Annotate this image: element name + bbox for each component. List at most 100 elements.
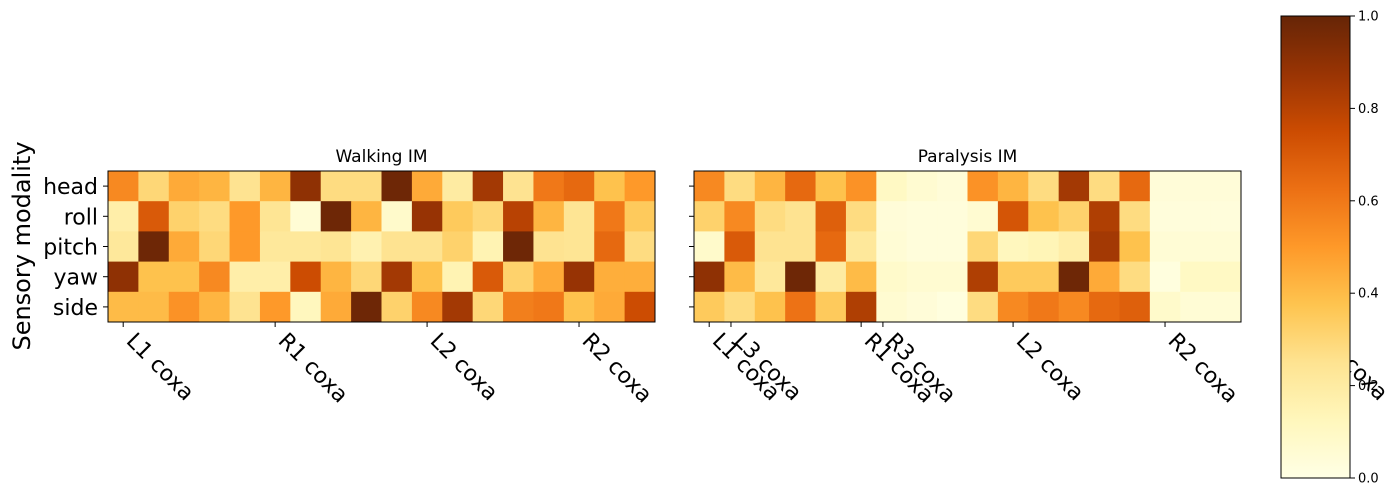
heatmap-cell xyxy=(876,171,908,202)
heatmap-cell xyxy=(290,261,322,293)
heatmap-cell xyxy=(290,231,322,262)
heatmap-cell xyxy=(199,261,230,293)
heatmap-cell xyxy=(168,291,200,323)
heatmap-cell xyxy=(785,171,816,202)
heatmap-cell xyxy=(320,231,352,262)
heatmap-cell xyxy=(967,201,999,232)
heatmap-cell xyxy=(1119,201,1151,232)
heatmap-cell xyxy=(1180,231,1212,262)
heatmap-cell xyxy=(533,201,565,232)
heatmap-cell xyxy=(168,261,200,293)
heatmap-cell xyxy=(785,291,816,323)
heatmap-cell xyxy=(199,171,230,202)
heatmap-cell xyxy=(1089,201,1120,232)
heatmap-cell xyxy=(1058,291,1090,323)
heatmap-cell xyxy=(624,231,656,262)
heatmap-cell xyxy=(563,291,595,323)
heatmap-cell xyxy=(937,231,968,262)
heatmap-cell xyxy=(138,201,170,232)
heatmap-cell xyxy=(594,261,626,293)
heatmap-cell xyxy=(199,291,230,323)
heatmap-cell xyxy=(533,171,565,202)
heatmap-cell xyxy=(381,201,413,232)
heatmap-cell xyxy=(1028,291,1060,323)
heatmap-cell xyxy=(381,291,413,323)
heatmap-cell xyxy=(320,261,352,293)
heatmap-cell xyxy=(594,231,626,262)
heatmap-cell xyxy=(108,171,139,202)
heatmap-panels: Walking IM head roll pitch yaw side L1 coxa R1 … xyxy=(43,147,1389,408)
colorbar-gradient xyxy=(1281,16,1350,478)
heatmap-cell xyxy=(351,231,382,262)
heatmap-cell xyxy=(997,201,1029,232)
heatmap-cell xyxy=(815,201,847,232)
heatmap-cell xyxy=(724,201,756,232)
heatmap-cell xyxy=(754,261,786,293)
heatmap-cell xyxy=(1210,171,1242,202)
heatmap-cell xyxy=(442,231,474,262)
heatmap-cell xyxy=(1210,201,1242,232)
row-label: roll xyxy=(64,205,98,230)
heatmap-cell xyxy=(1119,231,1151,262)
heatmap-cell xyxy=(1028,201,1060,232)
heatmap-cell xyxy=(967,291,999,323)
heatmap-cell xyxy=(997,291,1029,323)
heatmap-cell xyxy=(442,171,474,202)
heatmap-cell xyxy=(1028,261,1060,293)
x-tick-label: L1 coxa xyxy=(121,329,199,407)
heatmap-cell xyxy=(937,291,968,323)
colorbar-tick-label: 0.4 xyxy=(1358,287,1379,302)
colorbar-tick-label: 1.0 xyxy=(1358,10,1379,25)
heatmap-cell xyxy=(1089,171,1120,202)
heatmap-cell xyxy=(381,231,413,262)
heatmap-cell xyxy=(259,261,291,293)
heatmap-cell xyxy=(199,201,230,232)
heatmap-cell xyxy=(290,291,322,323)
heatmap-cell xyxy=(785,261,816,293)
heatmap-cell xyxy=(503,201,534,232)
heatmap-cell xyxy=(1089,291,1120,323)
heatmap-cell xyxy=(754,291,786,323)
heatmap-cell xyxy=(785,201,816,232)
x-tick-label: R2 coxa xyxy=(577,329,657,409)
heatmap-cell xyxy=(472,231,504,262)
heatmap-cell xyxy=(845,231,877,262)
heatmap-cell xyxy=(229,291,261,323)
heatmap-cell xyxy=(108,231,139,262)
heatmap-cell xyxy=(199,231,230,262)
heatmap-cell xyxy=(138,231,170,262)
heatmap-cell xyxy=(845,261,877,293)
heatmap-cell xyxy=(1089,231,1120,262)
heatmap-cell xyxy=(876,231,908,262)
heatmap-cell xyxy=(906,171,938,202)
heatmap-cell xyxy=(381,171,413,202)
row-label: head xyxy=(43,175,98,200)
heatmap-cell xyxy=(229,201,261,232)
colorbar-tick-label: 0.0 xyxy=(1358,472,1379,487)
heatmap-cell xyxy=(937,261,968,293)
heatmap-cell xyxy=(724,261,756,293)
heatmap-cell xyxy=(351,201,382,232)
heatmap-cell xyxy=(594,171,626,202)
heatmap-cell xyxy=(563,171,595,202)
heatmap-cell xyxy=(694,171,725,202)
heatmap-cell xyxy=(1028,231,1060,262)
heatmap-cell xyxy=(624,291,656,323)
heatmap-cell xyxy=(259,171,291,202)
colorbar-tick-label: 0.8 xyxy=(1358,102,1379,117)
heatmap-cell xyxy=(1180,291,1212,323)
colorbar-tick-label: 0.6 xyxy=(1358,194,1379,209)
x-tick-label: L2 coxa xyxy=(1011,329,1089,407)
heatmap-cell xyxy=(472,291,504,323)
heatmap-cell xyxy=(320,171,352,202)
heatmap-cell xyxy=(1119,291,1151,323)
heatmap-cell xyxy=(1149,201,1181,232)
heatmap-cell xyxy=(876,291,908,323)
heatmap-cell xyxy=(815,261,847,293)
heatmap-cell xyxy=(754,231,786,262)
heatmap-cell xyxy=(168,231,200,262)
heatmap-cell xyxy=(533,231,565,262)
heatmap-cell xyxy=(563,201,595,232)
heatmap-cell xyxy=(320,291,352,323)
heatmap-cell xyxy=(1180,261,1212,293)
